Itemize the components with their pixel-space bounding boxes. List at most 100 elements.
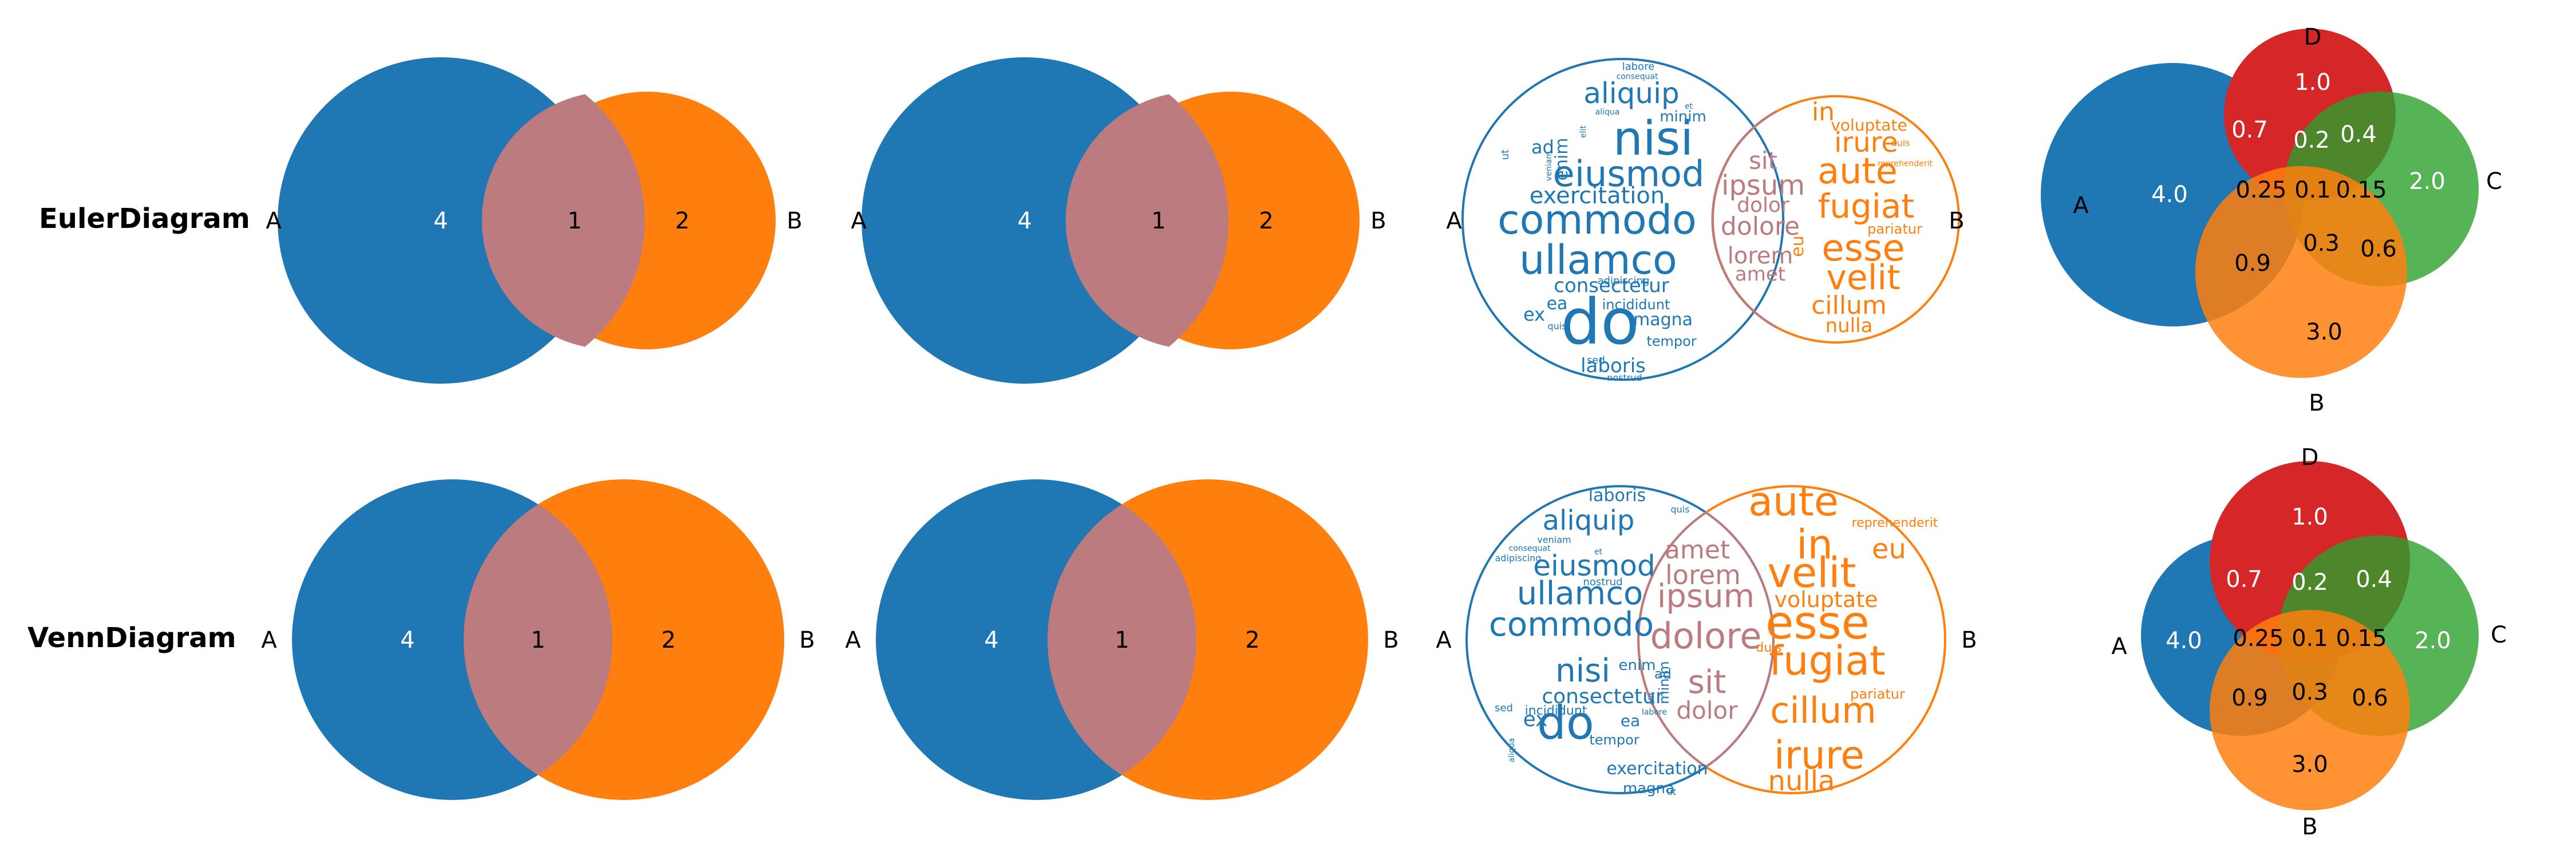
set-d-label: D (2304, 24, 2322, 50)
word-eu: eu (1872, 533, 1906, 565)
word-irure: irure (1834, 127, 1898, 159)
word-pariatur: pariatur (1867, 221, 1922, 237)
only-b-count: 2 (1259, 208, 1273, 234)
word-ad: ad (1654, 666, 1672, 682)
ab-count: 1 (1151, 208, 1165, 234)
word-commodo: commodo (1489, 605, 1654, 644)
word-esse: esse (1822, 227, 1905, 270)
row-label-venn: VennDiagram (27, 622, 236, 654)
word-fugiat: fugiat (1769, 637, 1885, 684)
word-enim: enim (1552, 137, 1572, 180)
word-magna: magna (1623, 780, 1674, 797)
word-ullamco: ullamco (1517, 575, 1643, 612)
word-cillum: cillum (1770, 689, 1876, 731)
set-a-outline (1461, 58, 1784, 381)
region-ab: 0.9 (2231, 685, 2268, 711)
word-velit: velit (1826, 258, 1900, 298)
euler-4set-panel: A B C D 4.0 1.0 2.0 3.0 0.7 0.2 0.4 0.25… (2041, 24, 2502, 416)
region-d: 1.0 (2294, 69, 2331, 96)
word-velit: velit (1767, 549, 1856, 597)
only-a-count: 4 (400, 627, 414, 653)
region-abd: 0.25 (2233, 625, 2283, 652)
word-amet: amet (1735, 263, 1785, 286)
set-b-circle (2210, 610, 2410, 810)
word-pariatur: pariatur (1850, 686, 1905, 702)
region-abcd: 0.1 (2291, 625, 2328, 652)
word-sit: sit (1688, 664, 1726, 701)
word-nisi: nisi (1555, 652, 1610, 689)
venn-2set-panel-2: A B 4 1 2 (845, 479, 1399, 800)
set-b-label: B (1370, 208, 1386, 234)
word-consequat: consequat (1617, 72, 1658, 81)
word-sed: sed (1587, 354, 1605, 367)
word-ipsum: ipsum (1657, 578, 1755, 615)
region-ad: 0.7 (2226, 566, 2262, 593)
word-eu: eu (1788, 235, 1808, 257)
set-ab-overlap (481, 94, 645, 347)
word-voluptate: voluptate (1775, 587, 1878, 612)
word-incididunt: incididunt (1525, 704, 1587, 718)
set-ab-overlap (464, 504, 613, 775)
set-ab-outline (1711, 110, 1777, 329)
word-ad: ad (1531, 136, 1554, 158)
region-b: 3.0 (2291, 751, 2328, 778)
set-a-label: A (1446, 208, 1462, 234)
set-a-label: A (261, 627, 277, 653)
only-b-count: 2 (1245, 627, 1259, 653)
word-dolore: dolore (1650, 615, 1762, 657)
region-bc: 0.6 (2352, 685, 2388, 711)
set-a-label: A (266, 208, 282, 234)
set-b-label: B (1949, 208, 1964, 234)
word-labore: labore (1622, 61, 1655, 73)
set-b-circle (2195, 166, 2407, 378)
word-esse: esse (1765, 596, 1870, 649)
region-bc: 0.6 (2360, 236, 2397, 262)
word-duis: duis (1891, 137, 1910, 148)
region-c: 2.0 (2415, 628, 2451, 654)
region-b: 3.0 (2306, 319, 2342, 345)
word-ea: ea (1547, 294, 1568, 314)
word-aute: aute (1748, 478, 1839, 525)
word-laboris: laboris (1589, 486, 1646, 506)
word-veniam: veniam (1544, 151, 1554, 181)
ab-count: 1 (567, 208, 582, 234)
set-ab-outline (1637, 511, 1775, 769)
word-magna: magna (1633, 310, 1693, 330)
word-ex: ex (1523, 708, 1548, 731)
word-ex: ex (1523, 304, 1545, 325)
region-cd: 0.4 (2340, 121, 2377, 148)
word-et: et (1594, 547, 1603, 557)
only-a-count: 4 (433, 208, 448, 234)
region-d: 1.0 (2291, 504, 2328, 530)
word-exercitation: exercitation (1530, 183, 1665, 209)
word-ut: ut (1499, 149, 1511, 160)
word-exercitation: exercitation (1606, 759, 1708, 779)
word-nulla: nulla (1826, 314, 1873, 337)
word-consectetur: consectetur (1554, 274, 1669, 297)
only-b-count: 2 (661, 627, 675, 653)
set-a-label: A (1436, 627, 1452, 653)
word-nulla: nulla (1768, 765, 1835, 797)
word-sit: sit (1749, 147, 1777, 175)
word-minim: minim (1660, 108, 1706, 125)
region-abc: 0.3 (2303, 230, 2340, 257)
word-enim: enim (1618, 657, 1656, 674)
word-irure: irure (1774, 733, 1864, 778)
word-aliquip: aliquip (1543, 505, 1635, 537)
ab-count: 1 (531, 627, 545, 653)
region-bcd: 0.15 (2336, 625, 2387, 652)
word-in: in (1796, 521, 1833, 568)
word-reprehenderit: reprehenderit (1878, 159, 1933, 168)
word-eiusmod: eiusmod (1553, 153, 1705, 195)
word-aute: aute (1818, 150, 1898, 192)
word-reprehenderit: reprehenderit (1852, 516, 1938, 530)
region-ab: 0.9 (2234, 250, 2271, 277)
region-c: 2.0 (2409, 168, 2445, 195)
region-abc: 0.3 (2291, 679, 2328, 706)
set-b-label: B (2302, 814, 2317, 840)
region-ad: 0.7 (2231, 117, 2268, 143)
region-a: 4.0 (2166, 628, 2202, 654)
